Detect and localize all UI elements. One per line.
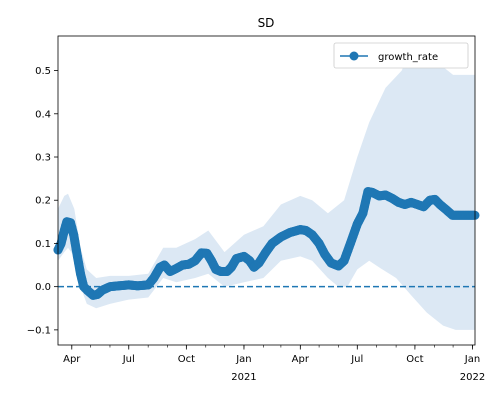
x-tick-label: Oct bbox=[406, 354, 423, 365]
legend-marker bbox=[349, 51, 359, 61]
plot-frame bbox=[57, 35, 476, 346]
x-tick-label: Apr bbox=[63, 354, 81, 365]
data-point bbox=[469, 210, 479, 220]
legend: growth_rate bbox=[333, 42, 469, 69]
y-tick-label: 0.5 bbox=[35, 66, 51, 77]
series-layer bbox=[53, 187, 480, 300]
data-point bbox=[70, 237, 80, 247]
x-tick-label: Oct bbox=[178, 354, 195, 365]
data-point bbox=[74, 258, 84, 268]
x-axis: Apr Jul Oct Jan 2021 Apr Jul Oct Jan 2022 bbox=[63, 345, 485, 383]
data-point bbox=[71, 244, 81, 254]
x-tick-label: Jul bbox=[122, 354, 135, 365]
data-point bbox=[72, 251, 82, 261]
x-tick-label: Jan bbox=[464, 354, 480, 365]
y-tick-label: 0.1 bbox=[35, 239, 51, 250]
x-tick-label: Jul bbox=[350, 354, 363, 365]
y-tick-label: 0.4 bbox=[35, 109, 51, 120]
x-tick-year-label: 2021 bbox=[231, 372, 256, 383]
legend-box bbox=[333, 42, 469, 69]
confidence-band bbox=[58, 49, 475, 330]
y-axis: −0.1 0.0 0.1 0.2 0.3 0.4 0.5 bbox=[27, 66, 58, 336]
chart-title: SD bbox=[258, 16, 275, 30]
y-tick-label: 0.0 bbox=[35, 282, 51, 293]
y-tick-label: 0.2 bbox=[35, 196, 51, 207]
y-tick-label: −0.1 bbox=[27, 325, 51, 336]
legend-label: growth_rate bbox=[378, 52, 438, 63]
confidence-band-layer bbox=[58, 49, 475, 330]
data-point bbox=[69, 230, 79, 240]
x-tick-label: Apr bbox=[292, 354, 310, 365]
y-tick-label: 0.3 bbox=[35, 153, 51, 164]
x-tick-year-label: 2022 bbox=[460, 372, 485, 383]
x-tick-label: Jan bbox=[235, 354, 251, 365]
